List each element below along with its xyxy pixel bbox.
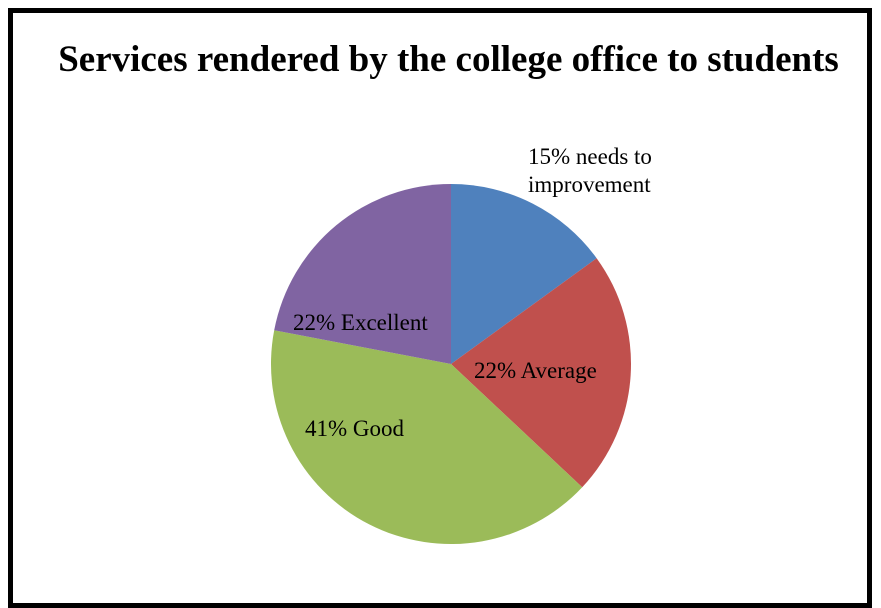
pie-slice	[274, 184, 451, 364]
slice-label: 22% Average	[474, 358, 597, 383]
pie-slice	[271, 330, 583, 544]
slice-label: 15% needs to	[528, 144, 652, 169]
slice-label: 41% Good	[305, 416, 405, 441]
chart-title: Services rendered by the college office …	[58, 39, 839, 80]
pie-slice	[451, 258, 631, 488]
pie-slices	[271, 184, 631, 544]
pie-labels: 15% needs to improvement 22% Average 41% Go…	[293, 144, 652, 441]
slice-label: 22% Excellent	[293, 310, 428, 335]
slice-label: improvement	[528, 172, 651, 197]
pie-slice	[451, 184, 597, 364]
